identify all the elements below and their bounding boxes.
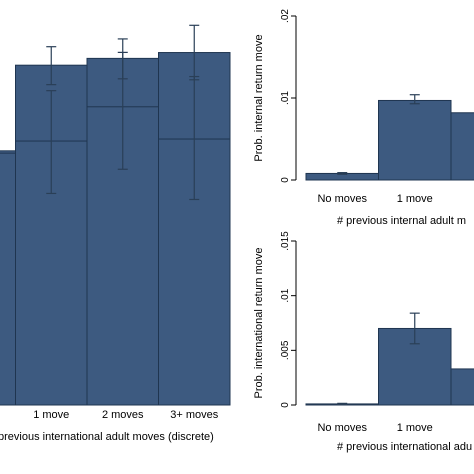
y-axis-label: Prob. international return move	[253, 247, 265, 398]
panel-bottom-left-chart: 1 move 2 moves 3+ moves previous internatio…	[0, 51, 231, 443]
x-tick-label: 3+ moves	[170, 409, 218, 421]
x-tick-label: No moves	[317, 193, 367, 205]
x-tick-label: 1 move	[397, 422, 433, 434]
y-tick-label: .02	[280, 9, 291, 23]
y-tick-label: .01	[280, 288, 291, 302]
y-tick-label: .005	[280, 340, 291, 360]
y-axis-label: Prob. internal return move	[253, 34, 265, 161]
x-axis-label: # previous internal adult m	[337, 215, 466, 227]
bar-1-move	[378, 99, 452, 181]
bar-2	[450, 368, 474, 406]
y-tick-label: .01	[280, 91, 291, 105]
x-tick-label: 1 move	[397, 193, 433, 205]
y-tick-label: 0	[280, 402, 291, 408]
x-tick-label: 2 moves	[102, 409, 144, 421]
y-tick-label: 0	[280, 177, 291, 183]
x-tick-label: No moves	[317, 422, 367, 434]
x-axis-label: previous international adult moves (disc…	[0, 431, 214, 443]
bar-2	[450, 112, 474, 181]
y-tick-label: .015	[280, 231, 291, 251]
x-tick-label: 1 move	[33, 409, 69, 421]
x-axis-label: # previous international adu	[337, 441, 472, 453]
bar-no-moves	[0, 152, 16, 406]
